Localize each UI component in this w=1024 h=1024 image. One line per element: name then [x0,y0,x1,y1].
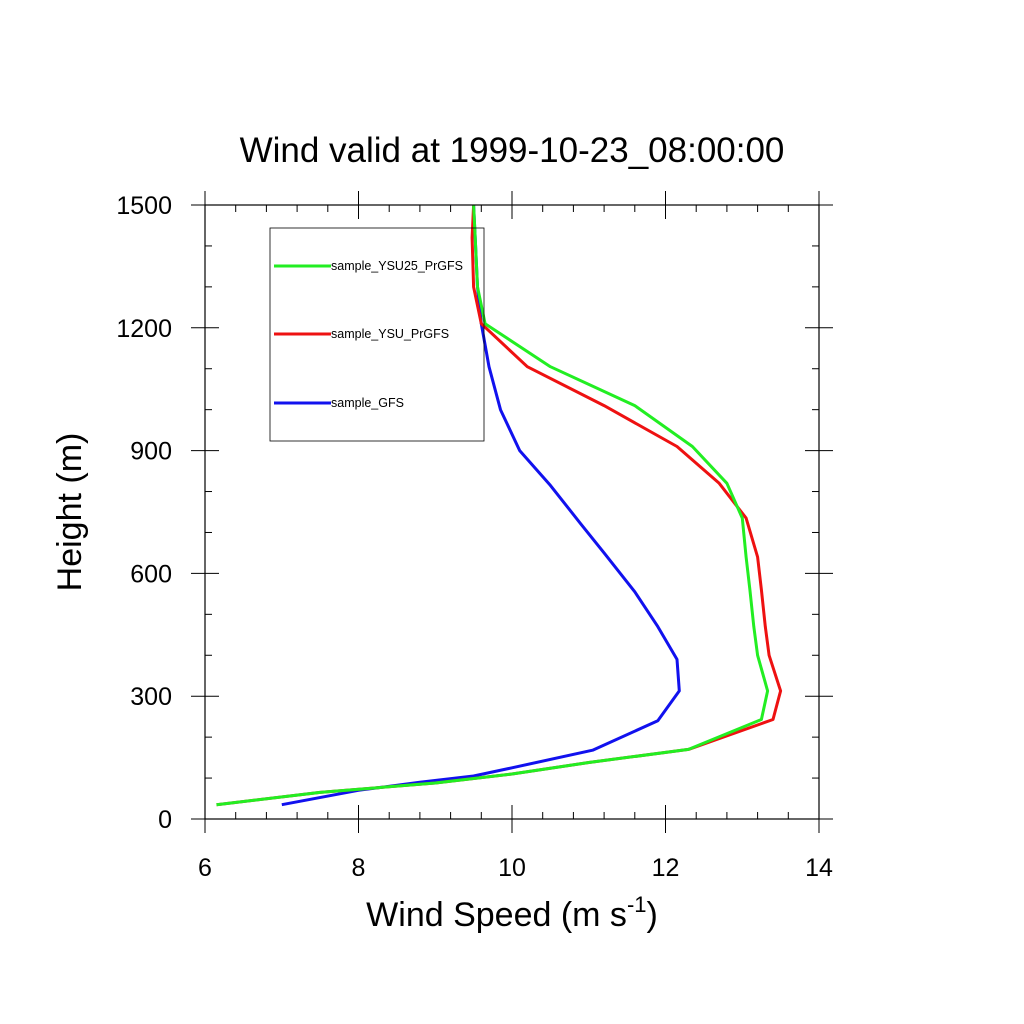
series-line-sample_YSU25_PrGFS [216,204,770,807]
x-tick-label: 6 [198,854,212,882]
x-axis-label: Wind Speed (m s-1) [366,892,658,934]
y-tick-label: 900 [130,438,172,466]
y-axis-label: Height (m) [51,433,89,592]
x-tick-label: 8 [352,854,366,882]
legend-label: sample_GFS [331,396,404,410]
legend: sample_YSU25_PrGFS sample_YSU_PrGFSsample… [269,227,485,442]
y-tick-label: 300 [130,683,172,711]
legend-label: sample_YSU25_PrGFS [331,259,463,273]
x-tick-label: 14 [805,854,833,882]
tick-labels: 6 8 10 12 14 0 300 600 900 1200 1500 [116,192,833,882]
plot-frame [204,204,820,820]
y-tick-label: 600 [130,560,172,588]
legend-box [269,227,485,442]
x-tick-label: 12 [652,854,680,882]
y-tick-label: 1200 [116,315,172,343]
y-tick-label: 0 [158,806,172,834]
chart-title: Wind valid at 1999-10-23_08:00:00 [240,131,785,170]
legend-label: sample_YSU_PrGFS [331,327,449,341]
x-axis-label-end: ) [647,896,658,934]
x-tick-label: 10 [498,854,526,882]
y-tick-label: 1500 [116,192,172,220]
x-axis-label-superscript: -1 [627,892,647,917]
